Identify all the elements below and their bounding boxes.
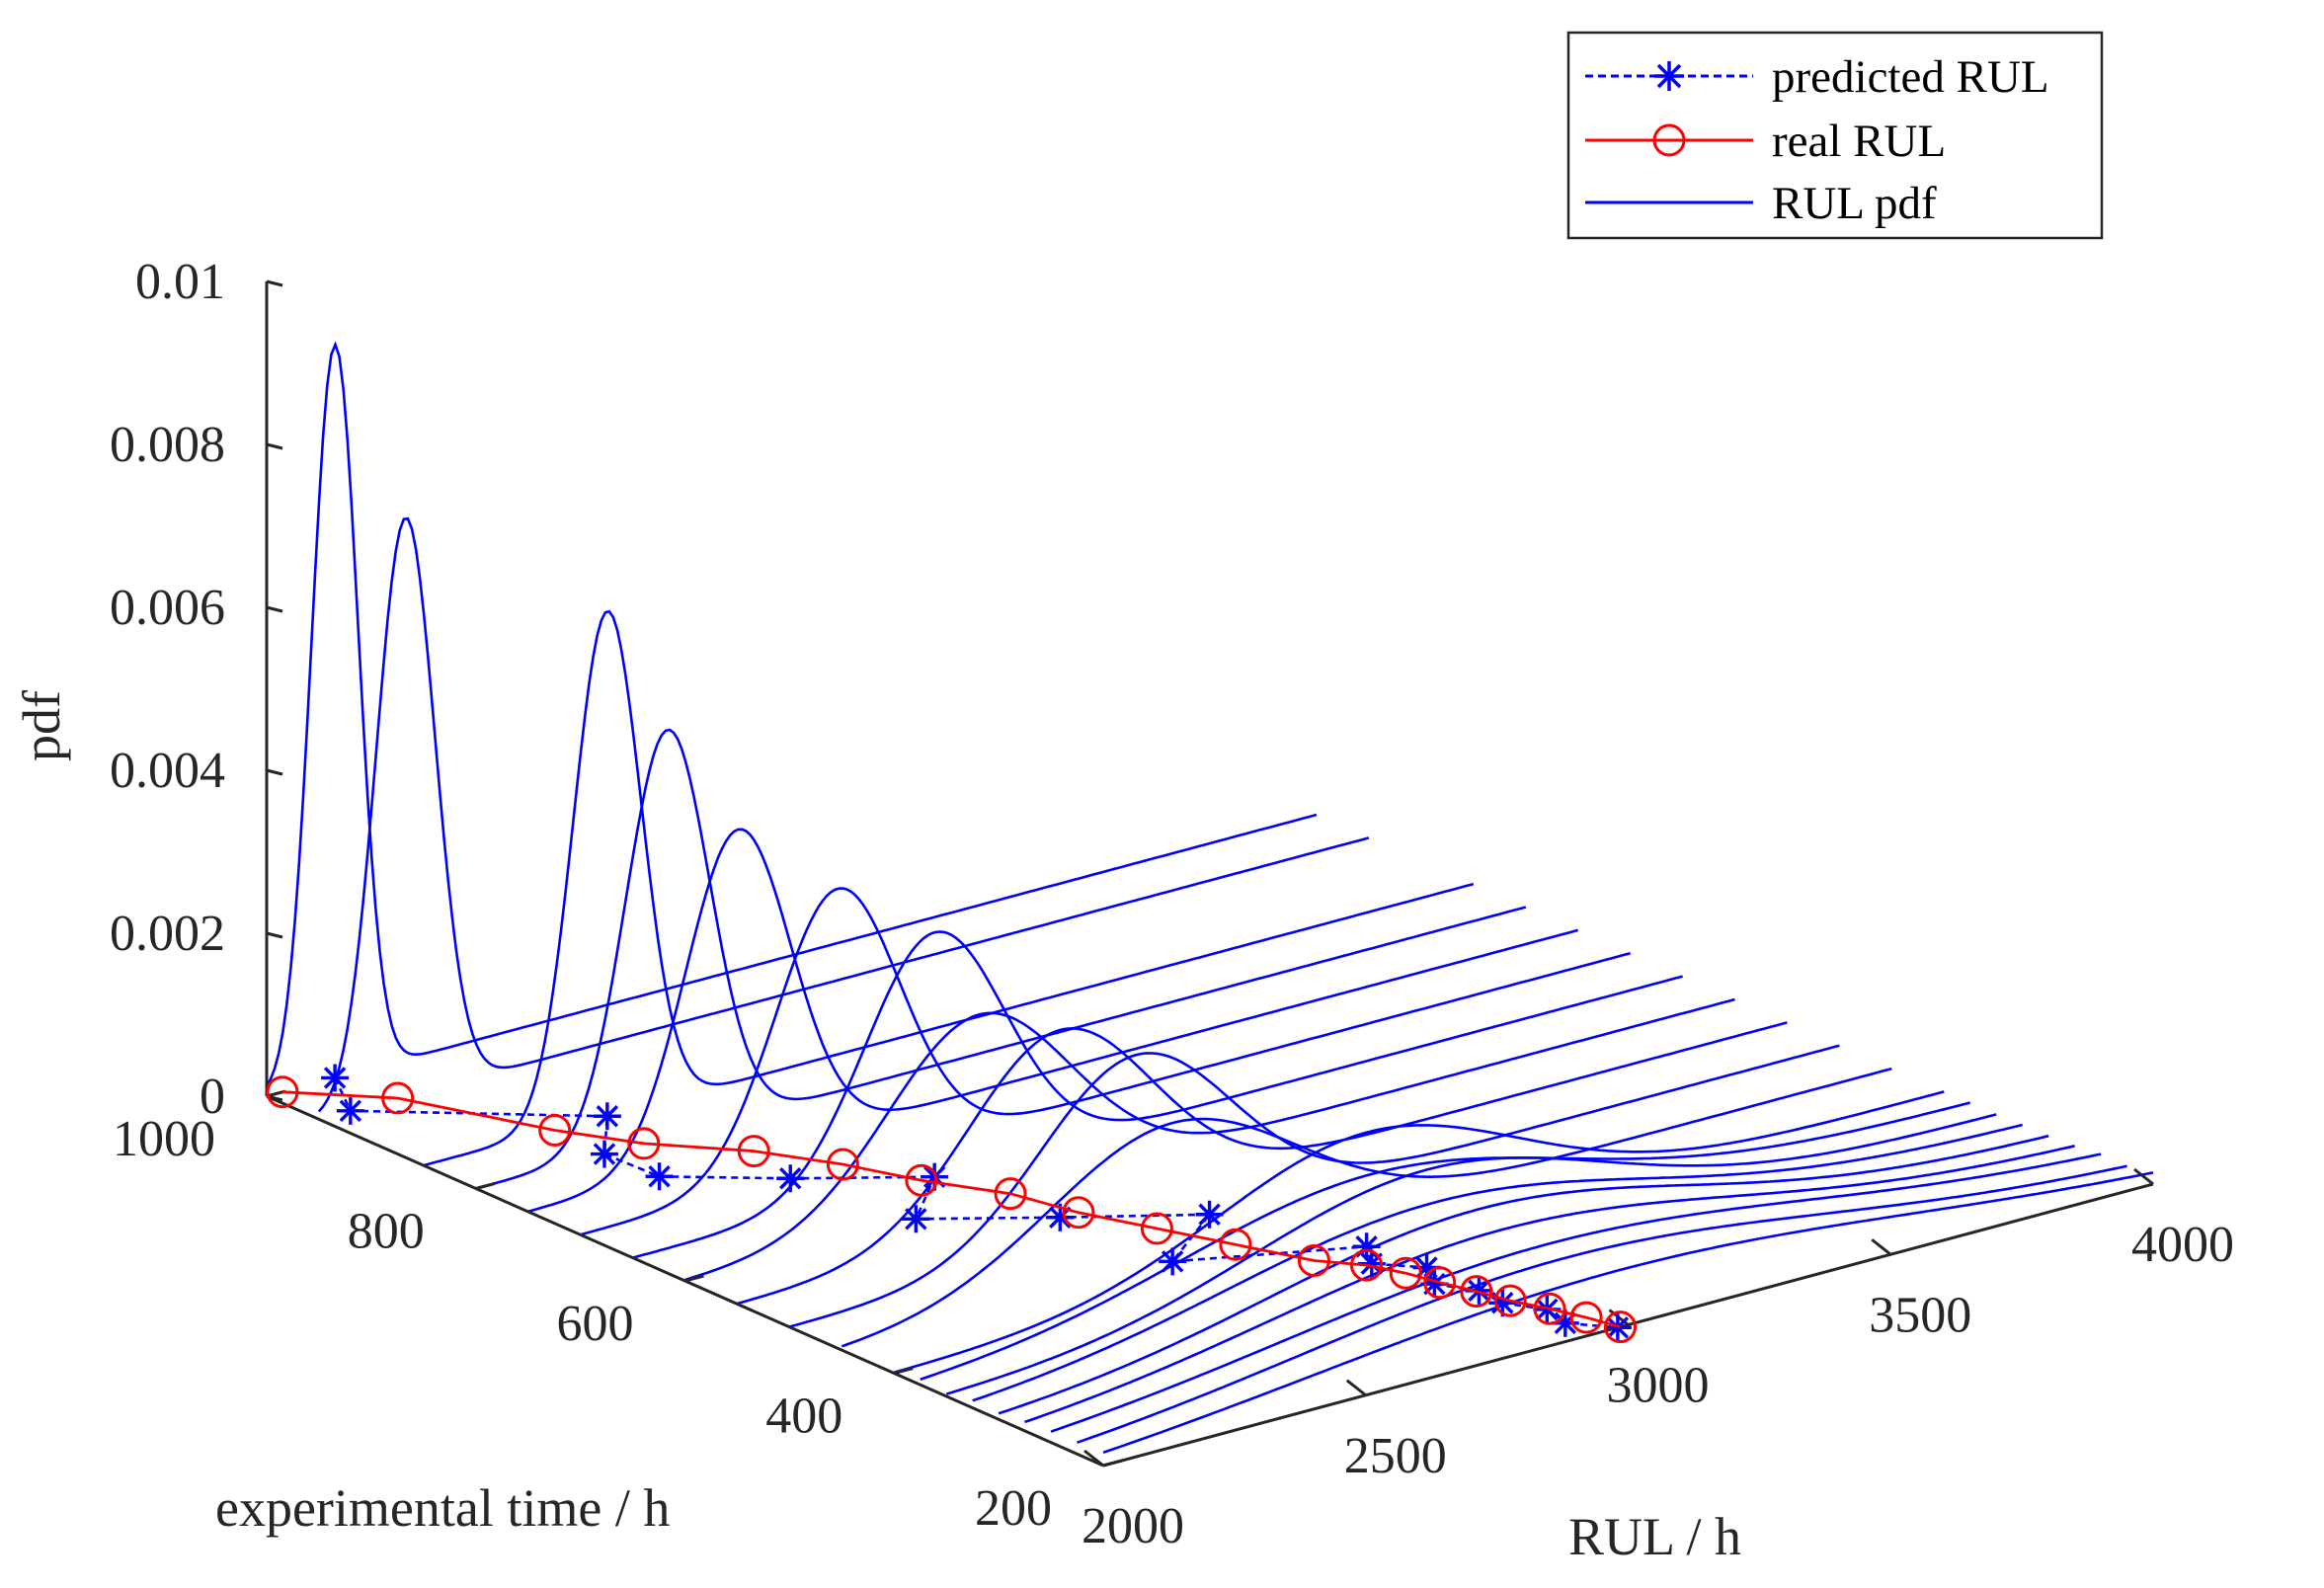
real-rul-marker (1569, 1301, 1603, 1334)
z-tick-label: 0.01 (135, 254, 225, 310)
y-tick-label: 400 (765, 1389, 842, 1445)
pdf-curve (737, 1021, 1788, 1306)
pdf-curve (998, 1134, 2049, 1415)
z-tick-label: 0.008 (110, 417, 225, 473)
real-rul-marker (1389, 1256, 1422, 1290)
predicted-rul-marker (321, 1064, 350, 1092)
real-rul-marker (1219, 1228, 1252, 1261)
pdf-curve (632, 930, 1683, 1259)
z-tick-label: 0.004 (110, 743, 225, 799)
y-tick-mark (1102, 1459, 1123, 1468)
real-rul-marker (1062, 1196, 1095, 1230)
real-rul-marker (737, 1135, 770, 1168)
predicted-rul-marker (1195, 1200, 1224, 1229)
ticks: 0 0.002 0.004 0.006 0.008 0.01 200 400 600 800 100… (110, 254, 2234, 1554)
pdf-curve (1102, 1171, 2154, 1455)
y-tick-mark (266, 1089, 286, 1098)
pdf-curve (893, 1090, 1945, 1374)
pdf-curve (475, 728, 1527, 1190)
legend-pdf-label: RUL pdf (1772, 178, 1937, 229)
z-tick-mark (266, 931, 283, 939)
x-axis-label: RUL / h (1568, 1507, 1741, 1566)
real-rul-marker (826, 1148, 859, 1181)
pdf-curve (423, 609, 1475, 1167)
pdf-curve (841, 1067, 1892, 1348)
real-rul-marker (905, 1163, 938, 1197)
y-tick-label: 1000 (113, 1111, 215, 1167)
pdf-curve (684, 997, 1735, 1282)
z-tick-mark (266, 442, 283, 450)
z-tick-label: 0 (200, 1069, 225, 1125)
real-rul-marker (1604, 1310, 1638, 1344)
pdf-curve (1024, 1145, 2075, 1424)
y-tick-mark (684, 1274, 704, 1283)
x-tick-mark (1345, 1379, 1367, 1396)
legend: predicted RUL real RUL RUL pdf (1566, 31, 2104, 240)
pdf-curve (1077, 1164, 2127, 1444)
predicted-rul-marker (645, 1162, 674, 1191)
real-rul-marker (1460, 1275, 1493, 1309)
z-tick-label: 0.002 (110, 906, 225, 962)
real-rul-marker (1349, 1248, 1383, 1282)
predicted-rul-marker (336, 1096, 364, 1125)
y-tick-mark (475, 1182, 496, 1190)
real-rul-marker (1297, 1244, 1330, 1277)
pdf-curve (580, 887, 1631, 1236)
x-tick-label: 2000 (1082, 1498, 1184, 1554)
legend-real-marker (1652, 123, 1686, 157)
x-tick-mark (1083, 1449, 1104, 1468)
real-rul-marker (381, 1081, 415, 1115)
x-tick-label: 3500 (1869, 1287, 1971, 1343)
y-tick-label: 200 (975, 1480, 1052, 1537)
real-rul-marker (1423, 1266, 1457, 1300)
predicted-rul-marker (590, 1140, 618, 1168)
real-rul-series (266, 1075, 1638, 1344)
pdf-curve (1050, 1152, 2102, 1433)
pdf-curve (945, 1113, 1997, 1395)
z-axis-label: pdf (12, 690, 71, 761)
predicted-rul-marker (1603, 1313, 1632, 1342)
pdf-curve (972, 1123, 2024, 1402)
z-tick-mark (266, 279, 283, 287)
pdf-curve (317, 516, 1370, 1113)
pdf-curve (527, 828, 1579, 1214)
x-tick-label: 2500 (1344, 1428, 1447, 1484)
pdf-curve (789, 1044, 1840, 1328)
y-tick-label: 600 (557, 1296, 634, 1352)
y-tick-mark (893, 1367, 914, 1375)
z-tick-label: 0.006 (110, 580, 225, 636)
pdf-curve (265, 341, 1318, 1087)
x-tick-mark (2133, 1167, 2154, 1186)
x-tick-mark (1871, 1238, 1892, 1256)
real-rul-marker (538, 1114, 572, 1147)
y-axis-label: experimental time / h (215, 1478, 670, 1538)
legend-predicted-marker (1654, 61, 1684, 91)
real-rul-marker (1533, 1292, 1566, 1325)
real-rul-marker (266, 1075, 299, 1109)
z-tick-mark (266, 605, 283, 613)
x-tick-label: 3000 (1607, 1358, 1710, 1414)
predicted-rul-marker (593, 1102, 621, 1131)
z-tick-mark (266, 768, 283, 776)
real-rul-marker (1493, 1284, 1527, 1317)
predicted-rul-marker (776, 1164, 805, 1193)
legend-real-label: real RUL (1772, 116, 1946, 167)
legend-predicted-label: predicted RUL (1772, 51, 2049, 103)
real-rul-marker (994, 1177, 1027, 1211)
real-rul-marker (1140, 1212, 1173, 1245)
pdf-curves (265, 341, 2154, 1455)
x-tick-label: 4000 (2131, 1217, 2234, 1273)
real-rul-line (281, 1090, 1621, 1328)
predicted-rul-marker (1159, 1247, 1187, 1276)
predicted-rul-marker (902, 1205, 930, 1233)
pdf-curve (920, 1101, 1971, 1381)
predicted-rul-line (333, 1076, 1619, 1329)
y-tick-label: 800 (348, 1204, 425, 1260)
real-rul-marker (627, 1127, 661, 1160)
